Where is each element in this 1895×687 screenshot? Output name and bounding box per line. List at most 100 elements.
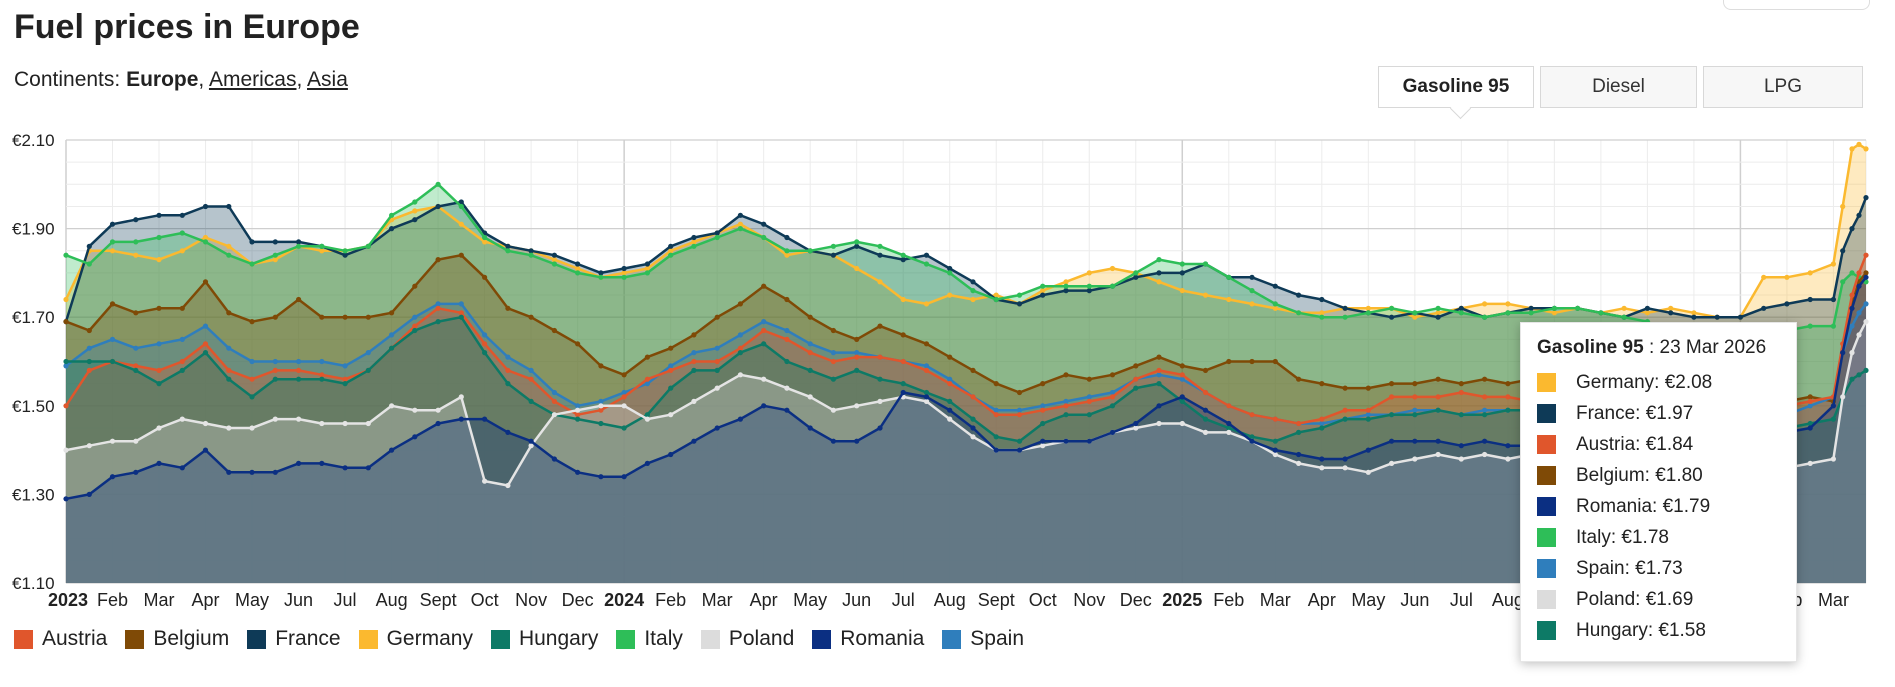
point-belgium bbox=[133, 310, 139, 316]
legend-item-belgium[interactable]: Belgium bbox=[125, 627, 229, 651]
point-romania bbox=[1202, 407, 1209, 413]
legend-item-italy[interactable]: Italy bbox=[616, 627, 683, 651]
point-italy bbox=[761, 234, 767, 241]
point-romania bbox=[830, 438, 837, 444]
point-germany bbox=[133, 252, 139, 258]
point-austria bbox=[1482, 394, 1488, 400]
point-austria bbox=[1040, 407, 1046, 413]
point-hungary bbox=[644, 412, 651, 418]
point-germany bbox=[1505, 301, 1511, 307]
y-tick-label: €1.30 bbox=[12, 485, 55, 504]
continent-link-americas[interactable]: Americas bbox=[208, 68, 297, 91]
point-spain bbox=[1319, 420, 1325, 427]
point-spain bbox=[854, 350, 860, 356]
point-austria bbox=[854, 354, 860, 360]
point-romania bbox=[1319, 456, 1325, 462]
point-austria bbox=[1856, 270, 1862, 276]
x-tick-label: Dec bbox=[1120, 590, 1152, 610]
point-poland bbox=[784, 385, 790, 391]
point-poland bbox=[1807, 460, 1813, 466]
x-tick-label: Jul bbox=[334, 590, 357, 610]
point-belgium bbox=[598, 363, 604, 369]
point-belgium bbox=[1319, 381, 1325, 387]
point-italy bbox=[1342, 314, 1348, 320]
point-austria bbox=[342, 376, 348, 382]
legend-item-romania[interactable]: Romania bbox=[812, 627, 924, 651]
point-spain bbox=[598, 398, 604, 404]
legend-item-france[interactable]: France bbox=[247, 627, 341, 651]
point-germany bbox=[1179, 288, 1185, 294]
point-hungary bbox=[296, 376, 302, 382]
point-italy bbox=[1016, 292, 1023, 298]
point-hungary bbox=[1156, 381, 1162, 387]
x-tick-label: Mar bbox=[1818, 590, 1849, 610]
point-france bbox=[1528, 305, 1534, 311]
point-austria bbox=[551, 398, 558, 404]
point-poland bbox=[505, 482, 511, 489]
tooltip-row: Hungary: €1.58 bbox=[1537, 615, 1796, 646]
point-hungary bbox=[854, 367, 860, 373]
point-austria bbox=[63, 403, 69, 409]
x-tick-label: Jul bbox=[892, 590, 915, 610]
point-hungary bbox=[1412, 412, 1418, 418]
legend-item-austria[interactable]: Austria bbox=[14, 627, 107, 651]
point-belgium bbox=[1040, 381, 1046, 387]
point-hungary bbox=[830, 376, 837, 382]
point-france bbox=[342, 252, 348, 258]
x-tick-label: Oct bbox=[471, 590, 499, 610]
y-tick-label: €1.90 bbox=[12, 220, 55, 239]
point-belgium bbox=[877, 323, 883, 329]
point-spain bbox=[156, 341, 162, 347]
point-hungary bbox=[947, 398, 953, 404]
point-italy bbox=[435, 181, 441, 187]
tab-lpg[interactable]: LPG bbox=[1703, 66, 1863, 108]
point-spain bbox=[435, 301, 441, 307]
point-austria bbox=[1849, 292, 1855, 298]
point-romania bbox=[1016, 447, 1023, 453]
point-germany bbox=[1435, 310, 1441, 316]
point-italy bbox=[830, 243, 837, 249]
point-poland bbox=[1296, 460, 1302, 466]
point-romania bbox=[575, 469, 581, 475]
point-spain bbox=[830, 350, 837, 356]
point-belgium bbox=[319, 314, 325, 320]
legend-item-spain[interactable]: Spain bbox=[942, 627, 1024, 651]
point-poland bbox=[1389, 460, 1395, 466]
point-spain bbox=[993, 407, 999, 413]
point-france bbox=[389, 226, 395, 232]
point-belgium bbox=[668, 345, 674, 351]
top-right-control[interactable] bbox=[1723, 0, 1870, 10]
point-hungary bbox=[482, 350, 488, 356]
point-france bbox=[1668, 310, 1674, 316]
point-germany bbox=[1365, 305, 1371, 311]
point-romania bbox=[249, 469, 255, 475]
point-italy bbox=[179, 230, 185, 236]
point-italy bbox=[1063, 283, 1069, 289]
point-germany bbox=[1551, 310, 1557, 316]
point-romania bbox=[1156, 403, 1162, 409]
point-belgium bbox=[458, 252, 464, 258]
legend-item-germany[interactable]: Germany bbox=[358, 627, 473, 651]
point-austria bbox=[644, 376, 651, 382]
continent-link-asia[interactable]: Asia bbox=[307, 68, 348, 91]
point-romania bbox=[807, 425, 813, 431]
point-spain bbox=[412, 314, 418, 320]
point-spain bbox=[644, 381, 651, 387]
point-italy bbox=[807, 248, 813, 254]
point-italy bbox=[482, 234, 488, 241]
point-austria bbox=[1249, 412, 1255, 418]
legend-item-poland[interactable]: Poland bbox=[700, 627, 794, 651]
point-romania bbox=[109, 474, 116, 480]
tab-diesel[interactable]: Diesel bbox=[1540, 66, 1697, 108]
point-spain bbox=[575, 403, 581, 409]
point-france bbox=[854, 243, 860, 249]
legend-item-hungary[interactable]: Hungary bbox=[490, 627, 598, 651]
point-romania bbox=[458, 416, 464, 422]
tooltip-swatch bbox=[1537, 621, 1556, 640]
point-france bbox=[900, 257, 906, 263]
point-hungary bbox=[598, 420, 604, 427]
point-france bbox=[1016, 301, 1023, 307]
point-spain bbox=[482, 332, 488, 338]
tab-gasoline-95[interactable]: Gasoline 95 bbox=[1378, 66, 1534, 108]
point-romania bbox=[1505, 443, 1511, 449]
